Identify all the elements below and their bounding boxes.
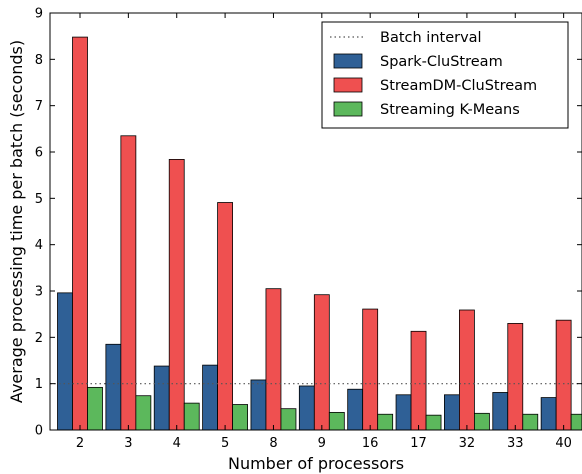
x-tick-label-3: 3 <box>124 436 132 451</box>
bar-spark-clustream-16 <box>347 388 364 431</box>
bar-spark-clustream-4 <box>153 365 170 431</box>
bar-streamdm-clustream-17 <box>410 330 427 431</box>
x-tick-label-5: 5 <box>221 436 229 451</box>
legend-label-streamdm-clustream: StreamDM-CluStream <box>380 78 537 94</box>
bar-spark-clustream-33 <box>492 392 509 431</box>
bar-spark-clustream-3 <box>105 343 122 431</box>
bar-streaming-k-means-17 <box>425 414 442 431</box>
x-tick-label-2: 2 <box>76 436 84 451</box>
bar-spark-clustream-8 <box>250 379 267 431</box>
y-tick-label-1: 1 <box>35 377 43 392</box>
y-tick-label-8: 8 <box>35 53 43 68</box>
x-tick-label-8: 8 <box>269 436 277 451</box>
bar-streaming-k-means-4 <box>183 402 200 431</box>
bar-streamdm-clustream-8 <box>265 288 282 431</box>
bar-spark-clustream-17 <box>395 394 412 431</box>
bar-streamdm-clustream-33 <box>507 323 524 431</box>
x-tick-label-16: 16 <box>362 436 379 451</box>
x-axis-label: Number of processors <box>228 454 404 473</box>
y-tick-label-0: 0 <box>35 424 43 439</box>
bar-streaming-k-means-2 <box>87 386 103 431</box>
bar-spark-clustream-32 <box>444 394 460 431</box>
y-tick-label-9: 9 <box>35 7 43 22</box>
bar-streaming-k-means-9 <box>328 411 345 431</box>
legend: Batch interval Spark-CluStream StreamDM-C… <box>321 21 569 129</box>
y-tick-label-5: 5 <box>35 192 43 207</box>
legend-swatch-streamdm-clustream <box>333 77 363 93</box>
bar-streaming-k-means-5 <box>232 404 248 431</box>
legend-label-spark-clustream: Spark-CluStream <box>380 54 503 70</box>
bar-streamdm-clustream-40 <box>555 319 572 431</box>
y-tick-label-3: 3 <box>35 285 43 300</box>
y-tick-label-2: 2 <box>35 331 43 346</box>
bar-streaming-k-means-40 <box>570 413 582 431</box>
legend-label-batch-interval: Batch interval <box>380 30 482 46</box>
bar-streamdm-clustream-9 <box>313 294 330 431</box>
y-tick-label-4: 4 <box>35 238 43 253</box>
bar-streamdm-clustream-32 <box>459 309 475 431</box>
bar-streaming-k-means-3 <box>135 395 152 431</box>
plot-frame <box>49 12 582 431</box>
x-tick-label-17: 17 <box>410 436 427 451</box>
x-tick-label-40: 40 <box>555 436 572 451</box>
legend-label-streaming-k-means: Streaming K-Means <box>380 102 520 118</box>
bar-streamdm-clustream-3 <box>120 135 137 431</box>
legend-box <box>321 21 569 129</box>
x-tick-label-9: 9 <box>318 436 326 451</box>
bar-streamdm-clustream-16 <box>362 308 379 431</box>
y-tick-label-6: 6 <box>35 146 43 161</box>
bar-streamdm-clustream-4 <box>168 159 185 431</box>
bar-streamdm-clustream-5 <box>217 202 233 431</box>
bar-streaming-k-means-32 <box>474 412 490 431</box>
y-tick-label-7: 7 <box>35 99 43 114</box>
bar-streaming-k-means-16 <box>377 413 394 431</box>
legend-swatch-spark-clustream <box>333 53 363 69</box>
bar-spark-clustream-40 <box>540 397 557 431</box>
x-tick-label-33: 33 <box>507 436 524 451</box>
bar-spark-clustream-2 <box>57 292 73 431</box>
x-tick-label-32: 32 <box>459 436 476 451</box>
bar-streaming-k-means-33 <box>522 413 539 431</box>
y-axis-label: Average processing time per batch (secon… <box>7 40 26 403</box>
legend-swatch-streaming-k-means <box>333 101 363 117</box>
ticks-group: 0 1 2 3 4 5 6 7 8 9 2 3 4 5 8 9 16 17 32 33 40 <box>35 7 582 451</box>
bar-spark-clustream-9 <box>298 385 315 431</box>
x-tick-label-4: 4 <box>173 436 181 451</box>
bar-spark-clustream-5 <box>202 364 218 431</box>
bar-streamdm-clustream-2 <box>72 36 88 431</box>
bar-streaming-k-means-8 <box>280 408 297 431</box>
